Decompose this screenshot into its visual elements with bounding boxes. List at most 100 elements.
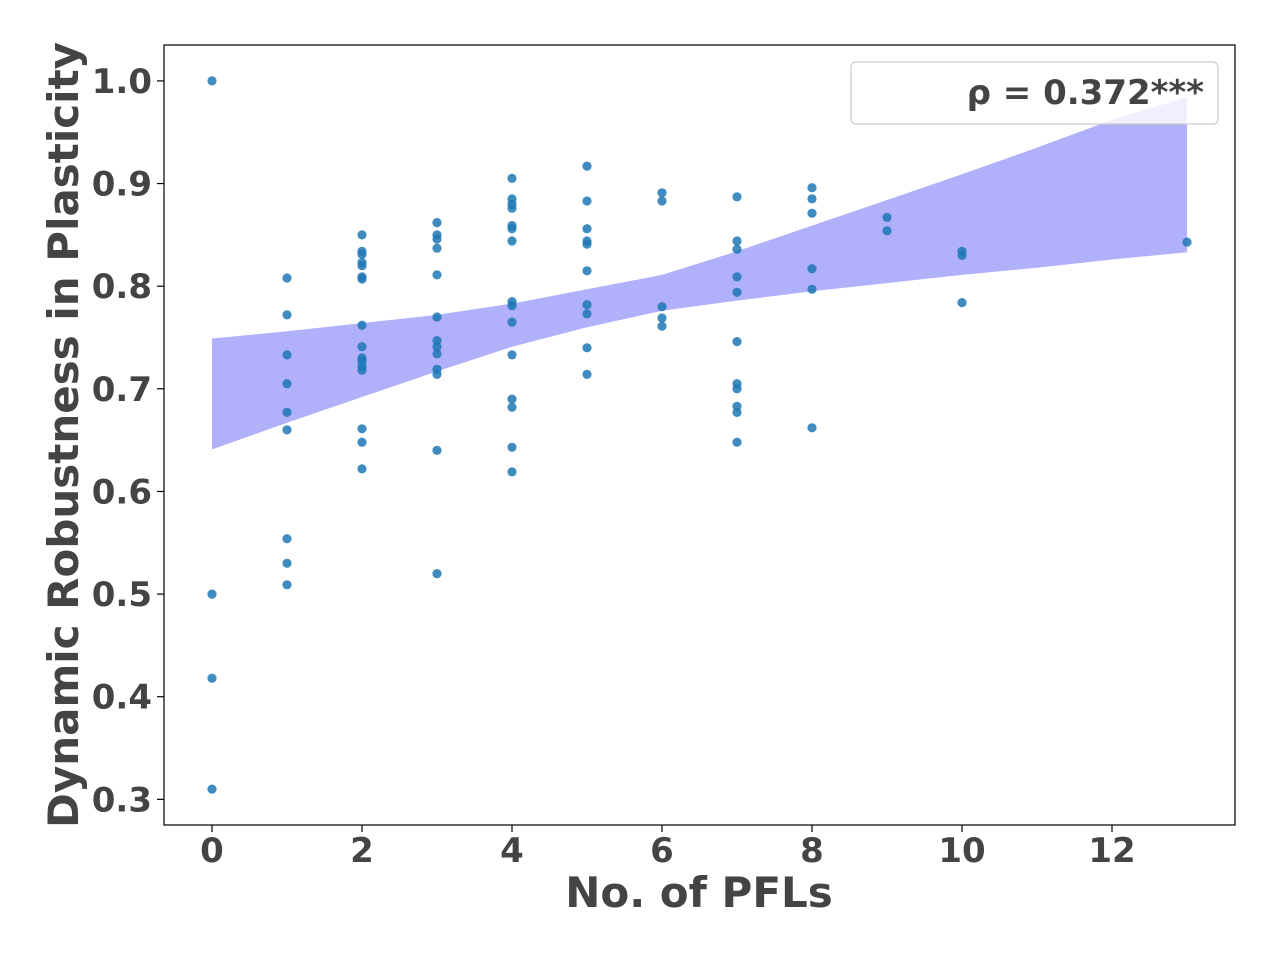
data-point	[282, 580, 292, 590]
data-point	[657, 302, 667, 312]
data-point	[882, 226, 892, 236]
x-tick-label: 12	[1088, 831, 1135, 871]
data-point	[432, 218, 442, 228]
data-point	[507, 317, 517, 327]
data-point	[357, 464, 367, 474]
data-point	[357, 424, 367, 434]
data-point	[1182, 237, 1192, 247]
data-point	[807, 183, 817, 193]
data-point	[732, 384, 742, 394]
data-point	[432, 369, 442, 379]
legend-correlation-text: ρ = 0.372***	[967, 73, 1205, 113]
data-point	[432, 349, 442, 359]
data-point	[432, 243, 442, 253]
data-point	[507, 350, 517, 360]
y-tick-label: 0.8	[92, 267, 152, 307]
data-point	[282, 407, 292, 417]
x-axis-label: No. of PFLs	[565, 868, 833, 917]
x-tick-label: 2	[350, 831, 374, 871]
data-point	[807, 284, 817, 294]
data-point	[582, 369, 592, 379]
data-point	[357, 274, 367, 284]
data-point	[432, 569, 442, 579]
data-point	[432, 342, 442, 352]
data-point	[357, 249, 367, 259]
x-tick-label: 4	[500, 831, 524, 871]
x-tick-label: 0	[200, 831, 224, 871]
data-point	[432, 234, 442, 244]
data-point	[282, 273, 292, 283]
data-point	[507, 402, 517, 412]
data-point	[207, 784, 217, 794]
y-tick-label: 0.3	[92, 780, 152, 820]
data-point	[507, 301, 517, 311]
data-point	[282, 350, 292, 360]
data-point	[657, 188, 667, 198]
data-point	[282, 310, 292, 320]
data-point	[507, 467, 517, 477]
data-point	[732, 272, 742, 282]
confidence-band-layer	[212, 97, 1187, 450]
data-point	[882, 212, 892, 222]
data-point	[732, 407, 742, 417]
data-point	[732, 244, 742, 254]
x-tick-label: 8	[800, 831, 824, 871]
data-points-layer	[207, 76, 1192, 794]
data-point	[732, 337, 742, 347]
data-point	[957, 298, 967, 308]
data-point	[357, 437, 367, 447]
data-point	[732, 236, 742, 246]
data-point	[207, 589, 217, 599]
data-point	[732, 437, 742, 447]
legend: ρ = 0.372***	[850, 61, 1219, 125]
data-point	[807, 194, 817, 204]
data-point	[357, 230, 367, 240]
y-tick-label: 0.4	[92, 678, 152, 718]
data-point	[807, 208, 817, 218]
y-axis-label: Dynamic Robustness in Plasticity	[39, 42, 88, 828]
data-point	[507, 442, 517, 452]
y-tick-label: 0.9	[92, 165, 152, 205]
data-point	[582, 266, 592, 276]
data-point	[357, 365, 367, 375]
data-point	[582, 161, 592, 171]
y-tick-label: 0.6	[92, 472, 152, 512]
data-point	[582, 309, 592, 319]
data-point	[507, 236, 517, 246]
data-point	[507, 203, 517, 213]
plot-area-frame	[163, 44, 1236, 826]
data-point	[357, 320, 367, 330]
data-point	[507, 173, 517, 183]
data-point	[582, 343, 592, 353]
data-point	[282, 379, 292, 389]
data-point	[657, 196, 667, 206]
x-tick-label: 10	[938, 831, 985, 871]
data-point	[282, 425, 292, 435]
x-axis-ticks: 0 2 4 6 8 10 12	[200, 825, 1136, 871]
data-point	[432, 270, 442, 280]
data-point	[807, 264, 817, 274]
data-point	[732, 192, 742, 202]
data-point	[582, 300, 592, 310]
data-point	[207, 673, 217, 683]
data-point	[507, 394, 517, 404]
data-point	[732, 287, 742, 297]
data-point	[282, 558, 292, 568]
data-point	[207, 76, 217, 86]
data-point	[582, 224, 592, 234]
data-point	[582, 196, 592, 206]
data-point	[582, 239, 592, 249]
data-point	[507, 224, 517, 234]
confidence-band	[212, 97, 1187, 450]
data-point	[282, 534, 292, 544]
y-tick-label: 0.5	[92, 575, 152, 615]
y-tick-label: 0.7	[92, 370, 152, 410]
data-point	[432, 445, 442, 455]
data-point	[957, 250, 967, 260]
data-point	[807, 423, 817, 433]
data-point	[432, 312, 442, 322]
data-point	[357, 261, 367, 271]
y-tick-label: 1.0	[92, 62, 152, 102]
legend-box	[850, 61, 1219, 125]
